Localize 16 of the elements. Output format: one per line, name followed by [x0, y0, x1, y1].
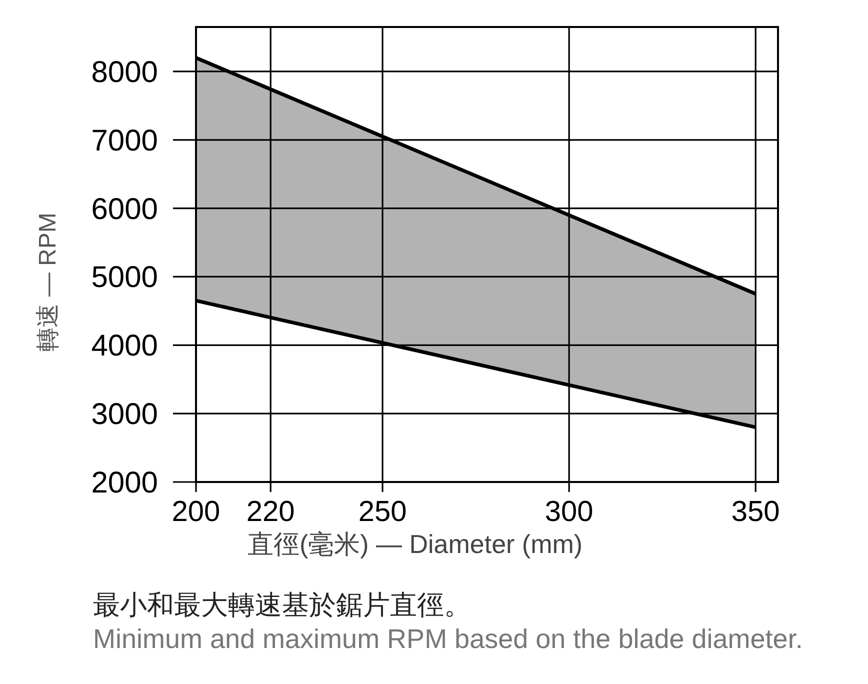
- x-tick-label: 220: [246, 496, 295, 528]
- note: 最小和最大轉速基於鋸片直徑。: [93, 590, 471, 620]
- x-tick-label: 200: [172, 496, 220, 528]
- x-tick-label: 250: [358, 496, 407, 528]
- y-tick-label: 2000: [91, 466, 158, 500]
- y-tick-label: 7000: [91, 124, 158, 158]
- y-tick-label: 5000: [91, 261, 158, 294]
- y-tick-label: 8000: [91, 56, 158, 89]
- y-tick-label: 6000: [91, 192, 158, 226]
- y-tick-label: 3000: [91, 398, 158, 432]
- y-tick-label: 4000: [91, 330, 158, 363]
- x-tick-label: 350: [731, 496, 780, 528]
- y-axis-title: 轉速 — RPM: [34, 212, 62, 352]
- note: Minimum and maximum RPM based on the blade diameter.: [93, 624, 803, 654]
- x-tick-label: 300: [544, 496, 594, 528]
- x-axis-title: 直徑(毫米) — Diameter (mm): [247, 529, 583, 559]
